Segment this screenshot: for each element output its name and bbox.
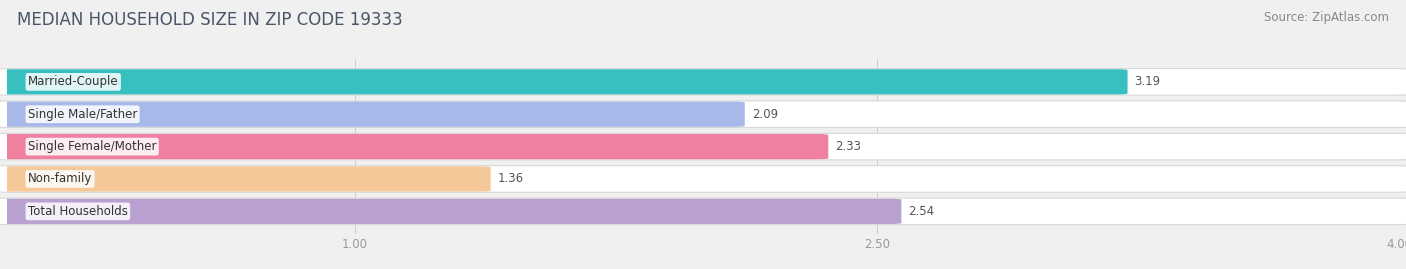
Text: Total Households: Total Households (28, 205, 128, 218)
FancyBboxPatch shape (0, 102, 745, 127)
FancyBboxPatch shape (0, 166, 491, 192)
FancyBboxPatch shape (0, 69, 1128, 94)
Text: Married-Couple: Married-Couple (28, 75, 118, 88)
Text: MEDIAN HOUSEHOLD SIZE IN ZIP CODE 19333: MEDIAN HOUSEHOLD SIZE IN ZIP CODE 19333 (17, 11, 402, 29)
Text: 2.09: 2.09 (752, 108, 778, 121)
FancyBboxPatch shape (0, 133, 1406, 160)
Text: 3.19: 3.19 (1135, 75, 1160, 88)
Text: 2.33: 2.33 (835, 140, 862, 153)
Text: 2.54: 2.54 (908, 205, 935, 218)
FancyBboxPatch shape (0, 198, 1406, 225)
FancyBboxPatch shape (0, 69, 1406, 95)
Text: Source: ZipAtlas.com: Source: ZipAtlas.com (1264, 11, 1389, 24)
Text: 1.36: 1.36 (498, 172, 524, 186)
FancyBboxPatch shape (0, 134, 828, 159)
FancyBboxPatch shape (0, 166, 1406, 192)
FancyBboxPatch shape (0, 101, 1406, 128)
Text: Single Male/Father: Single Male/Father (28, 108, 138, 121)
Text: Non-family: Non-family (28, 172, 93, 186)
FancyBboxPatch shape (0, 199, 901, 224)
Text: Single Female/Mother: Single Female/Mother (28, 140, 156, 153)
